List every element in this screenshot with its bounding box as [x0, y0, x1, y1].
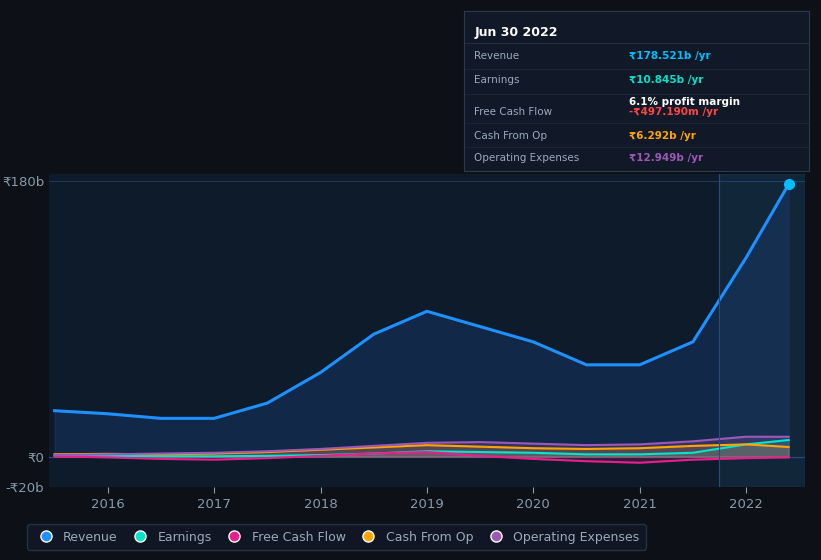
Text: Free Cash Flow: Free Cash Flow	[475, 107, 553, 116]
Text: ₹12.949b /yr: ₹12.949b /yr	[630, 153, 704, 163]
Text: -₹497.190m /yr: -₹497.190m /yr	[630, 107, 718, 116]
Text: ₹10.845b /yr: ₹10.845b /yr	[630, 75, 704, 85]
Text: Cash From Op: Cash From Op	[475, 130, 548, 141]
Text: Operating Expenses: Operating Expenses	[475, 153, 580, 163]
Text: 6.1% profit margin: 6.1% profit margin	[630, 97, 741, 107]
Bar	[719, 174, 805, 487]
Text: ₹6.292b /yr: ₹6.292b /yr	[630, 130, 696, 141]
Legend: Revenue, Earnings, Free Cash Flow, Cash From Op, Operating Expenses: Revenue, Earnings, Free Cash Flow, Cash …	[27, 525, 646, 550]
Text: Revenue: Revenue	[475, 51, 520, 61]
Text: Earnings: Earnings	[475, 75, 520, 85]
Text: Jun 30 2022: Jun 30 2022	[475, 26, 557, 39]
Text: ₹178.521b /yr: ₹178.521b /yr	[630, 51, 711, 61]
